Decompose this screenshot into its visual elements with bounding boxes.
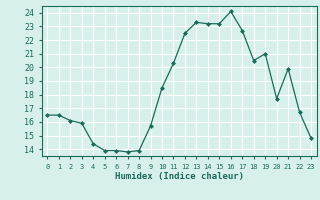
X-axis label: Humidex (Indice chaleur): Humidex (Indice chaleur) (115, 172, 244, 181)
